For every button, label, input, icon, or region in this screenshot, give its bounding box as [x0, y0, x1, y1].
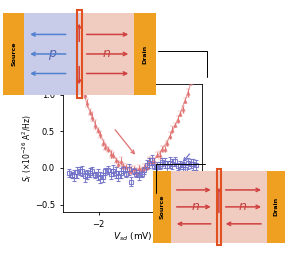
Bar — [24, 13, 79, 95]
Text: Drain: Drain — [273, 197, 278, 216]
Bar — [153, 171, 171, 243]
Bar — [171, 171, 219, 243]
Text: Source: Source — [160, 195, 164, 219]
Y-axis label: $S_I$ ($\times10^{-26}$ A$^2$/Hz): $S_I$ ($\times10^{-26}$ A$^2$/Hz) — [20, 114, 33, 182]
Text: p: p — [48, 48, 56, 60]
Bar — [219, 171, 267, 243]
Text: n: n — [239, 200, 247, 213]
Bar — [217, 169, 221, 245]
Text: n: n — [191, 200, 199, 213]
X-axis label: $V_{sd}$ (mV): $V_{sd}$ (mV) — [113, 231, 152, 243]
Bar — [79, 13, 134, 95]
Text: Source: Source — [11, 42, 16, 66]
Text: n: n — [103, 48, 111, 60]
Bar — [77, 10, 82, 98]
Bar — [267, 171, 285, 243]
Bar — [134, 13, 156, 95]
Text: Drain: Drain — [142, 44, 147, 63]
Bar — [3, 13, 24, 95]
